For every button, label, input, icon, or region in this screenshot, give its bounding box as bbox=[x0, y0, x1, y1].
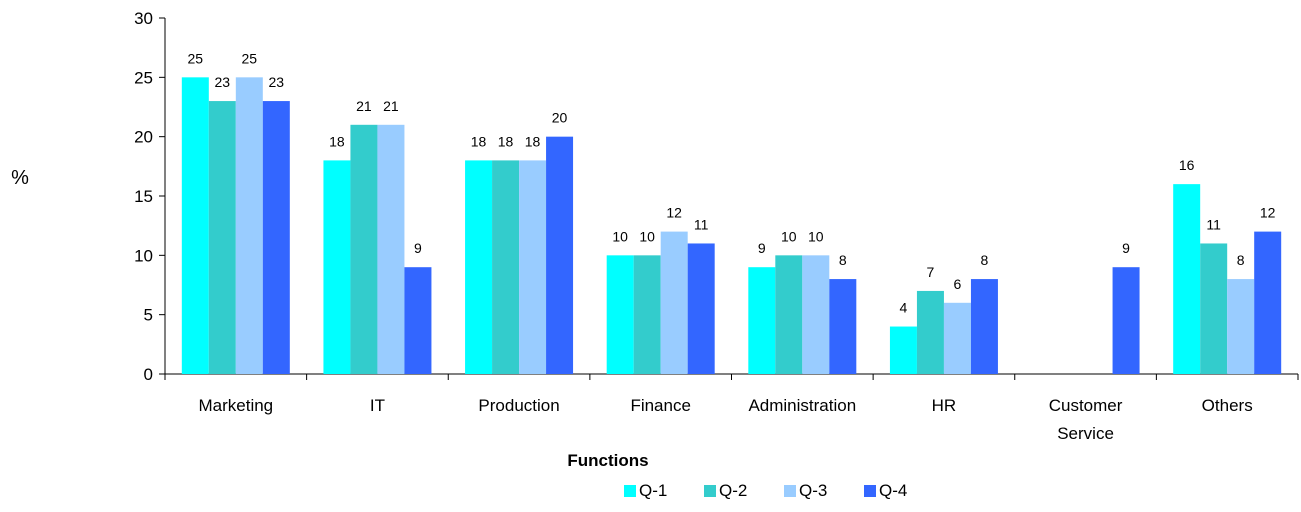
bar bbox=[1200, 243, 1228, 374]
legend-swatch bbox=[624, 485, 636, 497]
data-label: 11 bbox=[694, 216, 709, 232]
y-tick-label: 10 bbox=[134, 246, 153, 265]
data-label: 7 bbox=[927, 264, 935, 280]
legend-label: Q-1 bbox=[639, 481, 667, 500]
data-label: 12 bbox=[1260, 205, 1276, 221]
legend: Q-1 Q-2 Q-3 Q-4 bbox=[624, 481, 907, 500]
data-label: 4 bbox=[900, 300, 908, 316]
data-label: 9 bbox=[414, 240, 422, 256]
data-label: 10 bbox=[781, 228, 797, 244]
legend-label: Q-2 bbox=[719, 481, 747, 500]
bar bbox=[660, 231, 688, 374]
bar bbox=[802, 255, 830, 374]
y-tick-label: 0 bbox=[144, 365, 153, 384]
bar bbox=[350, 124, 378, 374]
data-label: 11 bbox=[1206, 216, 1221, 232]
bar bbox=[943, 302, 971, 374]
legend-label: Q-3 bbox=[799, 481, 827, 500]
x-category-label: Others bbox=[1202, 396, 1253, 415]
bar bbox=[1227, 279, 1255, 374]
data-labels: 25 23 25 23 18 21 21 9 18 18 18 20 10 10 12 11 9 10 10 8 4 7 6… bbox=[188, 50, 1276, 315]
data-label: 25 bbox=[188, 50, 204, 66]
data-label: 21 bbox=[356, 98, 372, 114]
bar bbox=[916, 290, 944, 374]
bar bbox=[970, 279, 998, 374]
bars bbox=[181, 77, 1282, 375]
x-category-label: HR bbox=[932, 396, 957, 415]
y-tick-label: 20 bbox=[134, 128, 153, 147]
bar bbox=[546, 136, 574, 374]
x-category-label: Production bbox=[478, 396, 559, 415]
y-tick-label: 25 bbox=[134, 68, 153, 87]
data-label: 10 bbox=[808, 228, 824, 244]
data-label: 23 bbox=[215, 74, 231, 90]
data-label: 18 bbox=[471, 133, 487, 149]
data-label: 9 bbox=[1122, 240, 1130, 256]
data-label: 25 bbox=[242, 50, 258, 66]
x-category-label: Service bbox=[1057, 424, 1114, 443]
data-label: 9 bbox=[758, 240, 766, 256]
axes: 0 5 10 15 20 25 30 Marketing IT Production Finance… bbox=[134, 9, 1299, 443]
bar bbox=[687, 243, 715, 374]
bar bbox=[889, 326, 917, 374]
bar bbox=[775, 255, 803, 374]
legend-label: Q-4 bbox=[879, 481, 907, 500]
bar bbox=[829, 279, 857, 374]
data-label: 18 bbox=[329, 133, 345, 149]
bar bbox=[465, 160, 493, 374]
legend-swatch bbox=[704, 485, 716, 497]
data-label: 18 bbox=[525, 133, 541, 149]
data-label: 16 bbox=[1179, 157, 1195, 173]
data-label: 10 bbox=[612, 228, 628, 244]
legend-swatch bbox=[864, 485, 876, 497]
bar bbox=[235, 77, 263, 374]
data-label: 21 bbox=[383, 98, 399, 114]
data-label: 23 bbox=[269, 74, 285, 90]
bar bbox=[323, 160, 351, 374]
bar bbox=[1173, 184, 1201, 374]
legend-swatch bbox=[784, 485, 796, 497]
y-tick-label: 15 bbox=[134, 187, 153, 206]
bar bbox=[633, 255, 661, 374]
y-tick-label: 30 bbox=[134, 9, 153, 28]
bar bbox=[208, 101, 236, 375]
data-label: 18 bbox=[498, 133, 514, 149]
x-category-label: Finance bbox=[630, 396, 690, 415]
bar bbox=[404, 267, 432, 374]
data-label: 10 bbox=[639, 228, 655, 244]
bar bbox=[262, 101, 290, 375]
y-axis-label: % bbox=[11, 167, 29, 189]
data-label: 6 bbox=[954, 276, 962, 292]
bar bbox=[492, 160, 520, 374]
y-tick-label: 5 bbox=[144, 306, 153, 325]
data-label: 8 bbox=[839, 252, 847, 268]
x-axis-label: Functions bbox=[567, 451, 648, 470]
x-category-label: Customer bbox=[1049, 396, 1123, 415]
bar bbox=[519, 160, 547, 374]
bar bbox=[181, 77, 209, 374]
bar bbox=[1112, 267, 1140, 374]
data-label: 8 bbox=[1237, 252, 1245, 268]
bar bbox=[1254, 231, 1282, 374]
bar bbox=[377, 124, 405, 374]
data-label: 12 bbox=[666, 205, 682, 221]
data-label: 20 bbox=[552, 110, 568, 126]
x-category-label: Administration bbox=[748, 396, 856, 415]
x-category-label: IT bbox=[370, 396, 385, 415]
x-category-label: Marketing bbox=[198, 396, 273, 415]
data-label: 8 bbox=[981, 252, 989, 268]
bar bbox=[748, 267, 776, 374]
bar bbox=[606, 255, 634, 374]
